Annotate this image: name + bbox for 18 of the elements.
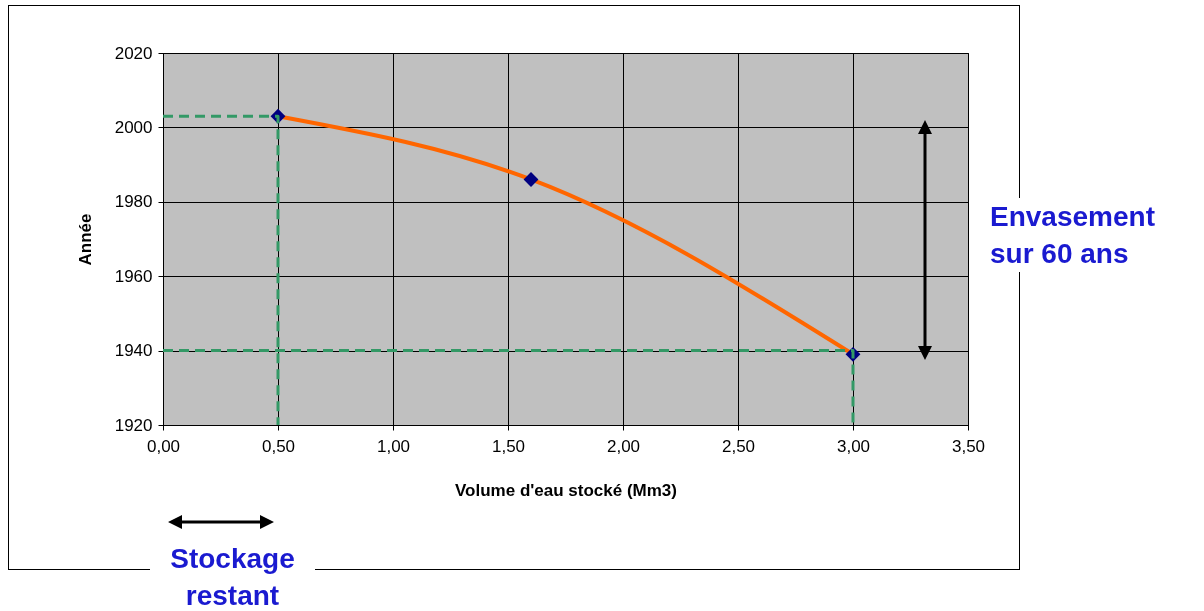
x-tick-label: 2,00: [606, 436, 641, 456]
y-tick-label: 1960: [114, 266, 153, 286]
text: Envasement sur 60 ans: [990, 198, 1204, 272]
y-tick-label: 2020: [114, 43, 153, 63]
y-axis-title: Année: [75, 213, 95, 266]
x-tick-label: 0,50: [261, 436, 296, 456]
x-axis-title: Volume d'eau stocké (Mm3): [455, 480, 677, 500]
y-tick-label: 1980: [114, 192, 153, 212]
x-tick-label: 1,50: [491, 436, 526, 456]
text: Stockage restant: [150, 540, 315, 611]
x-tick-label: 3,50: [951, 436, 986, 456]
x-tick-label: 0,00: [146, 436, 181, 456]
y-tick-label: 1940: [114, 341, 153, 361]
x-tick-label: 3,00: [836, 436, 871, 456]
x-tick-label: 1,00: [376, 436, 411, 456]
y-tick-label: 1920: [114, 415, 153, 435]
y-tick-label: 2000: [114, 117, 153, 137]
x-tick-label: 2,50: [721, 436, 756, 456]
